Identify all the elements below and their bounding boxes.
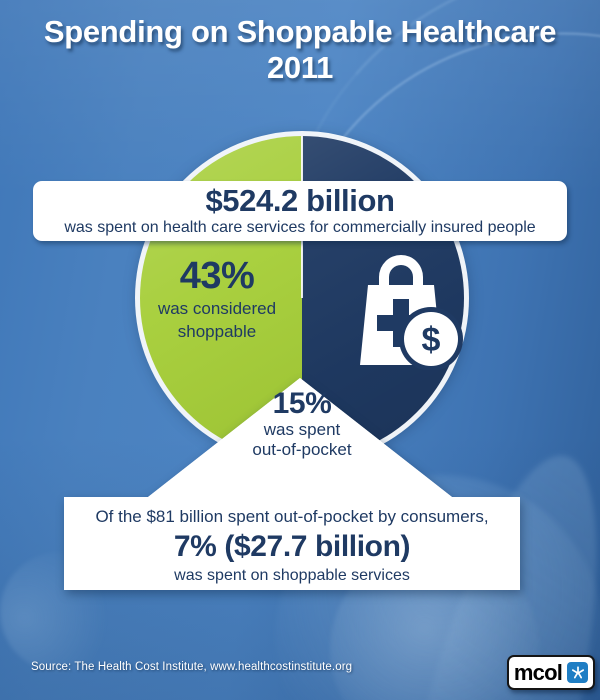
title-line-1: Spending on Shoppable Healthcare [43,14,557,49]
mcol-logo[interactable]: mcol [507,655,595,690]
shoppable-caption-line-2: shoppable [177,322,257,341]
banner-line-3: was spent on shoppable services [174,567,410,584]
label-shoppable-share: 43% was considered shoppable [137,256,297,342]
svg-text:$: $ [422,321,441,359]
out-of-pocket-percent: 15% [272,387,332,420]
headline-callout: $524.2 billion was spent on health care … [33,181,567,241]
banner-line-1: Of the $81 billion spent out-of-pocket b… [95,507,489,526]
bottom-banner-shape [64,378,520,590]
page-title: Spending on Shoppable Healthcare 2011 [0,14,600,86]
headline-subtext: was spent on health care services for co… [64,219,536,236]
shoppable-caption-line-1: was considered [157,299,277,318]
headline-amount: $524.2 billion [205,183,395,218]
shoppable-percent: 43% [179,255,255,297]
mcol-logo-wordmark: mcol [513,659,563,685]
banner-line-2: 7% ($27.7 billion) [173,530,411,563]
label-out-of-pocket: 15% was spent out-of-pocket [220,388,384,460]
shopping-bag-medical-icon: $ [360,255,463,370]
out-of-pocket-caption-line-1: was spent [263,420,341,439]
mcol-asterisk-icon [567,662,589,683]
bottom-banner-text: Of the $81 billion spent out-of-pocket b… [64,505,520,587]
source-citation: Source: The Health Cost Institute, www.h… [31,661,353,673]
out-of-pocket-caption-line-2: out-of-pocket [252,440,352,459]
title-line-2: 2011 [266,50,334,85]
